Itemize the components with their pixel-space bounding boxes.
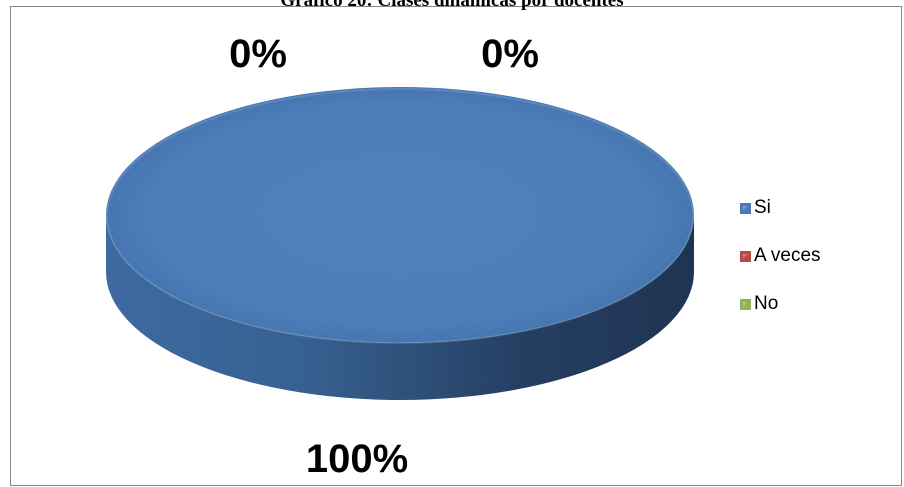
legend-item-si: Si <box>740 196 821 220</box>
legend: Si A veces No <box>740 196 821 340</box>
legend-swatch-no <box>740 298 751 310</box>
pie-slice-rim-si <box>106 88 694 344</box>
data-label-no: 0% <box>481 32 539 76</box>
legend-swatch-si <box>740 202 751 214</box>
pie-slice-si <box>106 87 694 343</box>
legend-label-no: No <box>754 293 779 314</box>
data-label-si: 100% <box>306 437 408 481</box>
data-label-a-veces: 0% <box>229 32 287 76</box>
pie-slice-side-si <box>106 215 694 400</box>
legend-item-a-veces: A veces <box>740 244 821 268</box>
pie-body <box>106 87 694 400</box>
legend-label-si: Si <box>754 197 771 218</box>
pie-labels: 100% 0% 0% <box>229 32 539 481</box>
chart-title: Grafico 20: Clases dinámicas por docente… <box>280 0 624 11</box>
legend-swatch-a-veces <box>740 250 751 262</box>
legend-item-no: No <box>740 292 821 316</box>
legend-label-a-veces: A veces <box>754 245 821 266</box>
